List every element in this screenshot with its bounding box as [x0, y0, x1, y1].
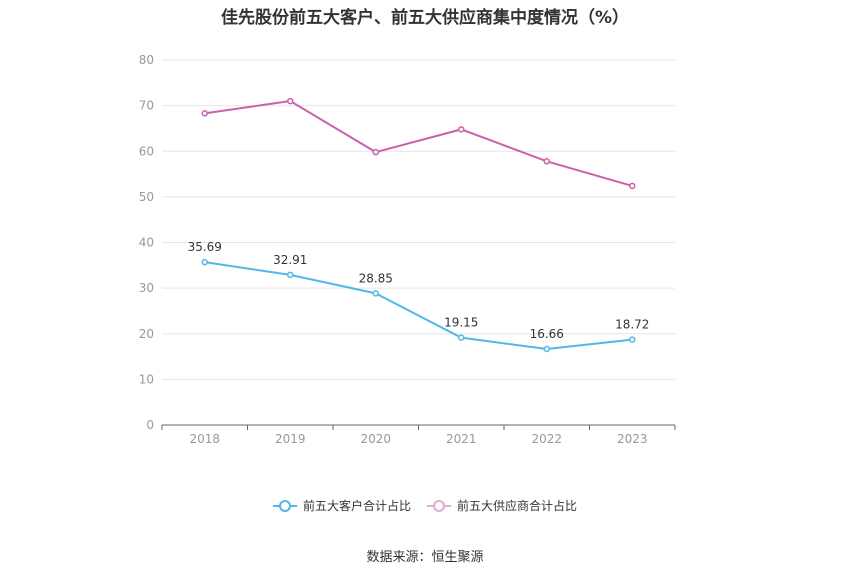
data-point	[201, 258, 208, 266]
chart-title: 佳先股份前五大客户、前五大供应商集中度情况（%）	[220, 8, 630, 28]
data-label: 19.15	[444, 316, 478, 330]
x-tick-label: 2020	[360, 432, 391, 446]
y-tick-label: 30	[139, 281, 154, 295]
y-tick-label: 50	[139, 190, 154, 204]
data-label: 18.72	[615, 318, 649, 332]
x-tick-label: 2021	[446, 432, 477, 446]
data-point	[543, 158, 550, 165]
data-point	[287, 271, 294, 279]
series-0: 35.69 32.91 28.85 19.15 16.66 18.72	[188, 240, 649, 353]
x-tick-label: 2019	[275, 432, 306, 446]
data-point	[543, 345, 550, 353]
y-tick-label: 20	[139, 327, 154, 341]
data-point	[458, 126, 465, 133]
source-note: 数据来源：恒生聚源	[366, 550, 484, 565]
data-point	[287, 97, 294, 105]
series-1	[201, 97, 636, 190]
y-axis: 0 10 20 30 40 50 60 70 80	[139, 53, 154, 432]
x-tick-label: 2023	[617, 432, 648, 446]
data-point	[201, 110, 208, 117]
series-line	[204, 100, 633, 187]
legend-swatch-customers	[272, 499, 297, 512]
x-tick-label: 2018	[189, 432, 220, 446]
data-label: 28.85	[359, 271, 393, 285]
data-point	[458, 334, 465, 341]
data-label: 32.91	[273, 253, 307, 267]
y-tick-label: 40	[139, 236, 154, 250]
y-tick-label: 70	[139, 99, 154, 113]
y-tick-label: 80	[139, 53, 154, 67]
legend-item-customers[interactable]: 前五大客户合计占比	[272, 497, 411, 514]
data-point	[629, 182, 636, 190]
x-axis: 2018 2019 2020 2021 2022 2023	[161, 424, 676, 446]
data-point	[372, 148, 379, 156]
data-point	[629, 336, 636, 343]
legend-swatch-suppliers	[427, 499, 451, 512]
y-tick-label: 60	[139, 144, 154, 158]
legend-label-suppliers: 前五大供应商合计占比	[457, 499, 578, 513]
grid-lines	[162, 59, 675, 380]
legend-label-customers: 前五大客户合计占比	[302, 499, 411, 513]
legend-item-suppliers[interactable]: 前五大供应商合计占比	[427, 497, 577, 514]
data-label: 35.69	[188, 240, 222, 254]
legend: 前五大客户合计占比 前五大供应商合计占比	[0, 497, 850, 514]
series-group: 35.69 32.91 28.85 19.15 16.66 18.72	[188, 97, 649, 353]
series-line	[204, 261, 633, 350]
x-tick-label: 2022	[531, 432, 562, 446]
y-tick-label: 10	[139, 372, 154, 386]
y-tick-label: 0	[146, 418, 154, 432]
data-point	[372, 290, 379, 297]
data-label: 16.66	[530, 327, 564, 341]
